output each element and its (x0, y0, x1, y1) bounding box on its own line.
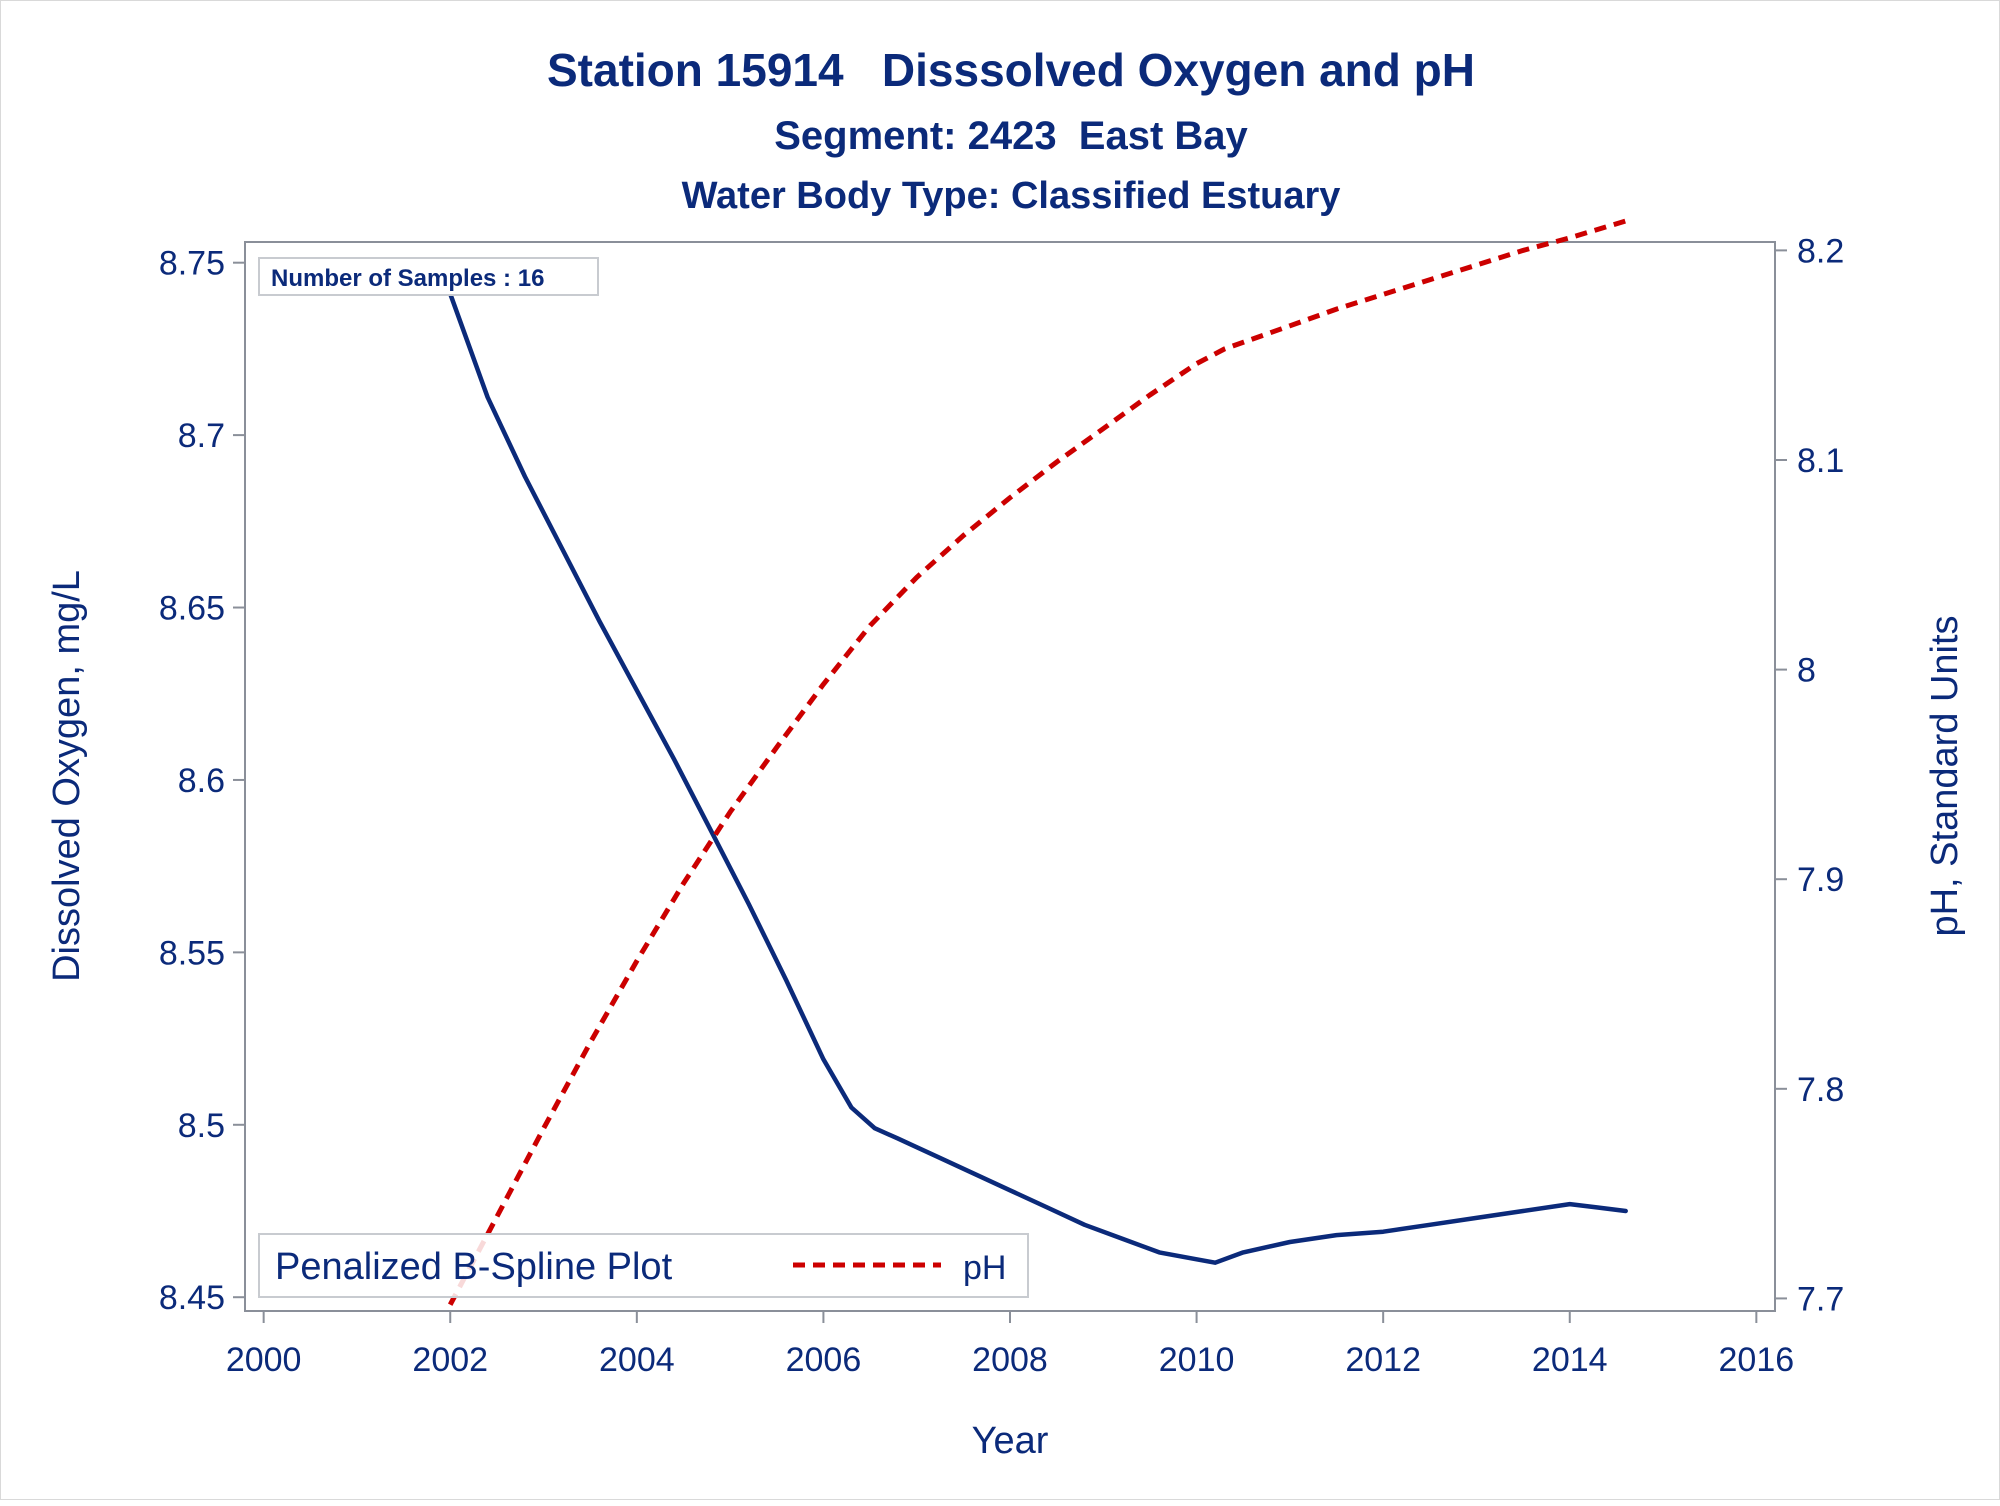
x-tick-label: 2010 (1159, 1341, 1235, 1379)
chart-subtitle-2: Water Body Type: Classified Estuary (682, 175, 1341, 217)
y-tick-label: 8.7 (178, 417, 225, 455)
x-tick-label: 2006 (786, 1341, 862, 1379)
y2-tick-label: 7.7 (1797, 1280, 1844, 1318)
y-tick-label: 8.65 (159, 590, 225, 628)
x-tick-label: 2012 (1345, 1341, 1421, 1379)
y2-tick-label: 8.1 (1797, 442, 1844, 480)
legend-ph-label: pH (963, 1249, 1006, 1287)
y2-tick-label: 7.8 (1797, 1071, 1844, 1109)
y2-tick-label: 7.9 (1797, 861, 1844, 899)
y-tick-label: 8.6 (178, 762, 225, 800)
sample-count-frame (258, 257, 599, 296)
x-tick-label: 2014 (1532, 1341, 1608, 1379)
y-axis-right: 7.7 7.8 7.9 8 8.1 8.2 (1775, 232, 1844, 1318)
x-axis: 2000 2002 2004 2006 2008 2010 2012 2014 2016 (226, 1311, 1794, 1379)
y-tick-label: 8.45 (159, 1279, 225, 1317)
legend: Penalized B-Spline Plot pH (258, 1233, 1029, 1298)
y-tick-label: 8.75 (159, 245, 225, 283)
x-tick-label: 2004 (599, 1341, 675, 1379)
legend-title: Penalized B-Spline Plot (275, 1246, 673, 1288)
x-tick-label: 2016 (1719, 1341, 1795, 1379)
x-tick-label: 2002 (412, 1341, 488, 1379)
dissolved-oxygen-series-line (447, 291, 1628, 1265)
y-tick-label: 8.55 (159, 934, 225, 972)
y2-axis-label: pH, Standard Units (1924, 615, 1966, 936)
y2-tick-label: 8.2 (1797, 232, 1844, 270)
x-tick-label: 2000 (226, 1341, 302, 1379)
plot-area (244, 241, 1776, 1312)
y-tick-label: 8.5 (178, 1107, 225, 1145)
x-tick-label: 2008 (972, 1341, 1048, 1379)
sample-count-text: Number of Samples : 16 (271, 265, 544, 292)
ph-series-line (447, 218, 1627, 1306)
y-axis-label: Dissolved Oxygen, mg/L (46, 570, 88, 982)
chart-subtitle: Segment: 2423 East Bay (774, 114, 1248, 158)
y2-tick-label: 8 (1797, 652, 1816, 690)
chart-title: Station 15914 Disssolved Oxygen and pH (547, 44, 1475, 96)
sample-count-box: Number of Samples : 16 (258, 257, 599, 296)
x-axis-label: Year (972, 1420, 1049, 1462)
series-layer (447, 218, 1628, 1306)
y-axis-left: 8.45 8.5 8.55 8.6 8.65 8.7 8.75 (159, 245, 245, 1317)
